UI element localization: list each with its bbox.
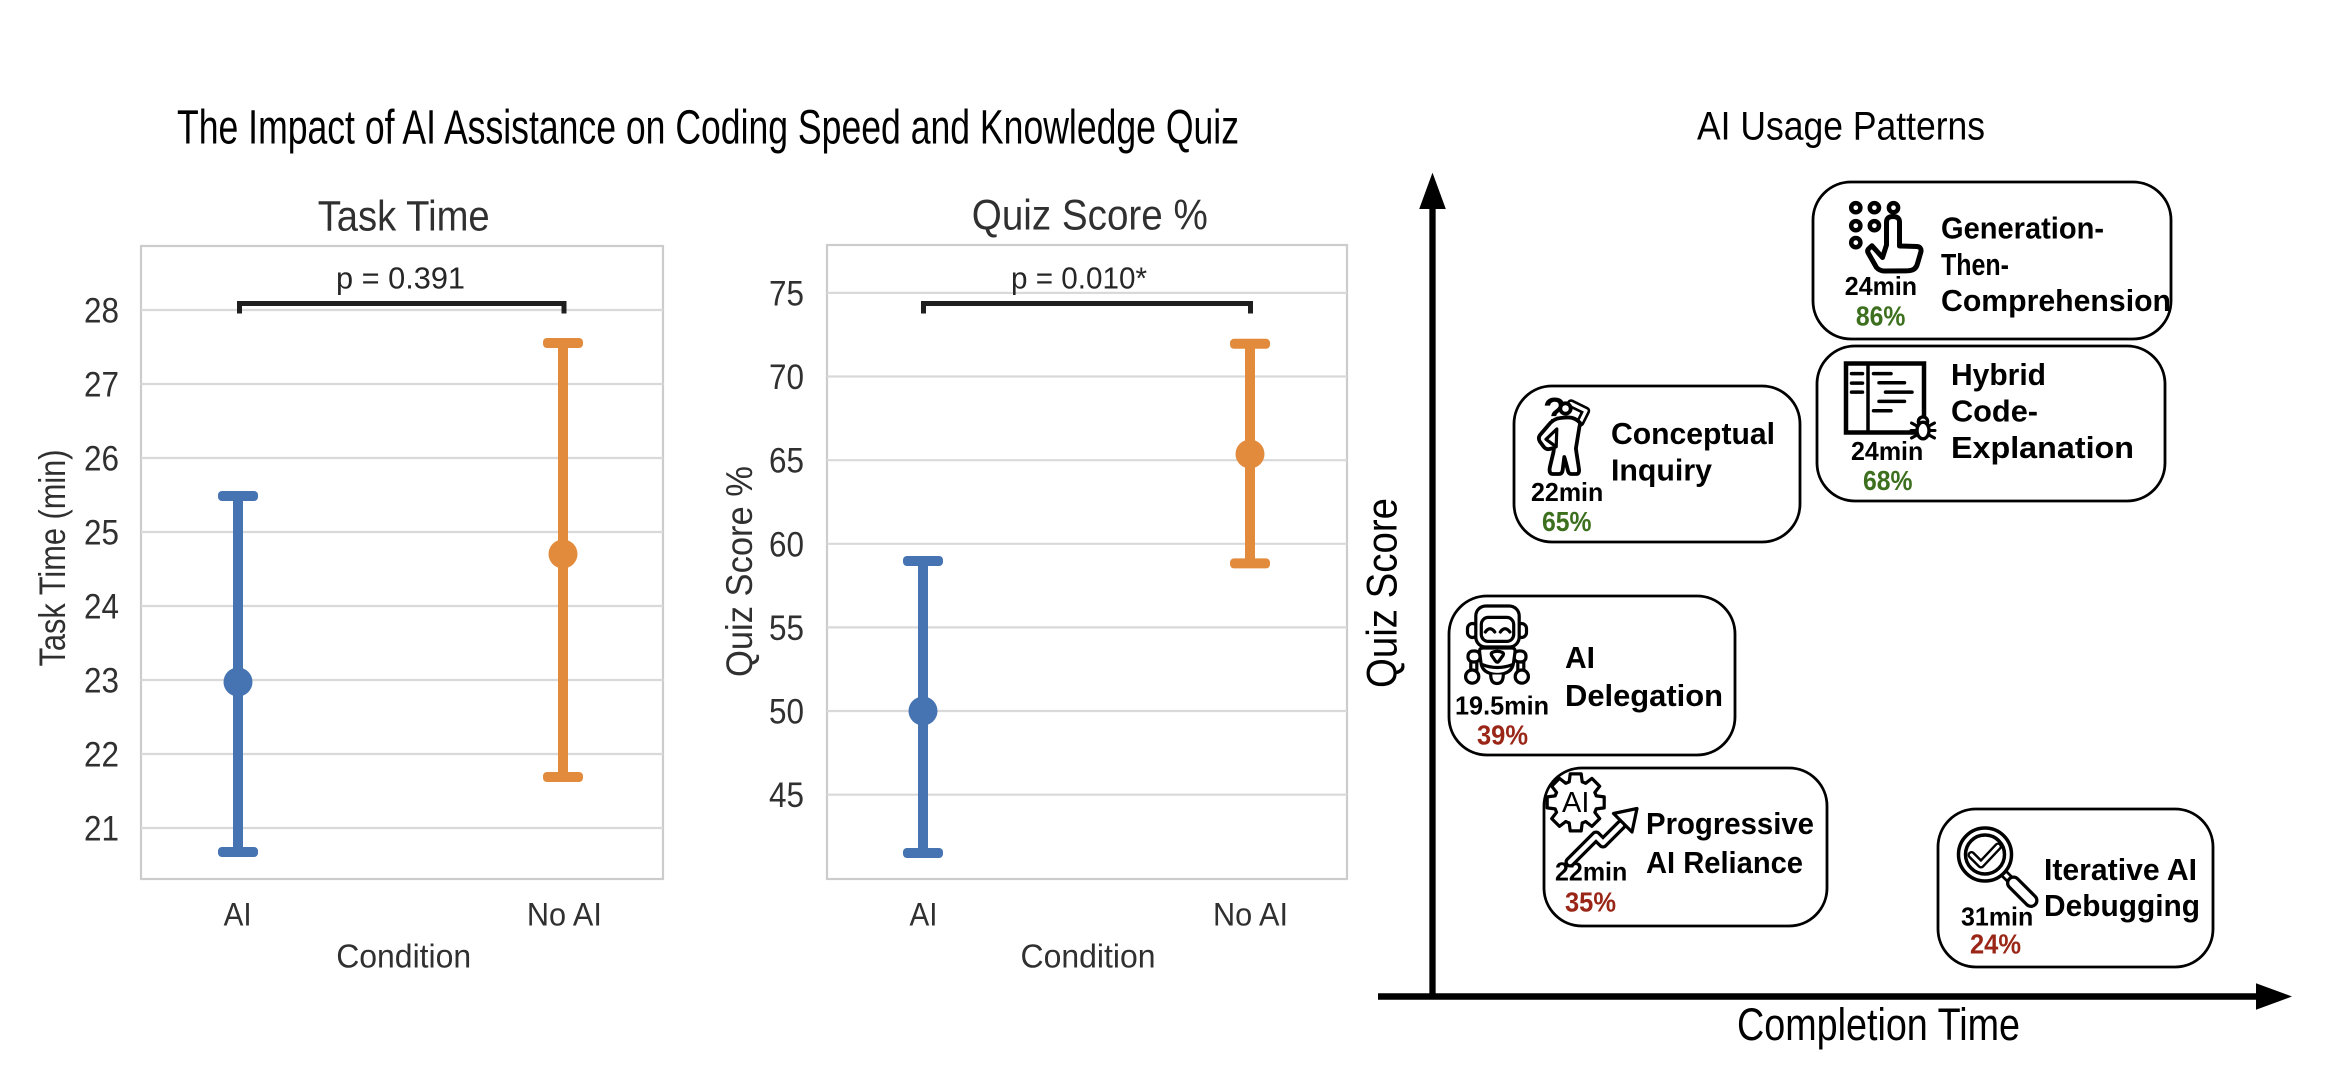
svg-text:35%: 35% — [1565, 887, 1616, 918]
svg-text:Progressive: Progressive — [1646, 806, 1814, 841]
svg-text:AI: AI — [910, 897, 938, 933]
svg-text:No AI: No AI — [1213, 897, 1288, 933]
svg-text:24min: 24min — [1845, 271, 1917, 301]
svg-text:31min: 31min — [1961, 902, 2033, 932]
svg-text:50: 50 — [769, 693, 804, 732]
svg-text:Then-: Then- — [1941, 247, 2009, 282]
svg-text:Task Time: Task Time — [318, 193, 490, 241]
svg-text:22: 22 — [84, 736, 119, 775]
svg-text:Iterative AI: Iterative AI — [2044, 852, 2197, 887]
svg-text:70: 70 — [769, 358, 804, 397]
svg-text:Generation-: Generation- — [1941, 211, 2104, 246]
svg-text:24%: 24% — [1970, 929, 2021, 960]
svg-text:Inquiry: Inquiry — [1611, 453, 1713, 488]
svg-text:Task Time (min): Task Time (min) — [32, 450, 73, 667]
svg-text:AI: AI — [224, 897, 252, 933]
svg-text:Quiz Score %: Quiz Score % — [972, 192, 1208, 240]
svg-text:86%: 86% — [1856, 301, 1906, 332]
svg-text:24: 24 — [84, 588, 119, 627]
svg-text:75: 75 — [769, 274, 804, 313]
svg-text:28: 28 — [84, 292, 119, 331]
svg-text:p = 0.010*: p = 0.010* — [1011, 261, 1147, 296]
svg-text:55: 55 — [769, 609, 804, 648]
svg-text:AI: AI — [1565, 640, 1595, 675]
svg-text:Quiz Score: Quiz Score — [1359, 498, 1407, 688]
svg-text:39%: 39% — [1477, 720, 1528, 751]
svg-text:22min: 22min — [1531, 477, 1603, 507]
svg-text:The Impact of AI Assistance on: The Impact of AI Assistance on Coding Sp… — [177, 101, 1239, 154]
svg-text:Explanation: Explanation — [1951, 430, 2134, 465]
svg-text:AI Usage Patterns: AI Usage Patterns — [1697, 104, 1985, 148]
svg-text:Comprehension: Comprehension — [1941, 283, 2171, 318]
svg-text:Hybrid: Hybrid — [1951, 357, 2046, 392]
svg-text:No AI: No AI — [527, 897, 602, 933]
svg-text:AI: AI — [1562, 787, 1589, 819]
svg-text:19.5min: 19.5min — [1455, 691, 1549, 721]
svg-text:Quiz Score %: Quiz Score % — [719, 466, 760, 677]
svg-text:26: 26 — [84, 440, 119, 479]
svg-text:AI Reliance: AI Reliance — [1646, 845, 1803, 880]
svg-text:Conceptual: Conceptual — [1611, 416, 1775, 451]
svg-text:Completion Time: Completion Time — [1737, 999, 2020, 1050]
svg-text:Debugging: Debugging — [2044, 888, 2200, 923]
svg-text:68%: 68% — [1863, 465, 1913, 496]
svg-text:60: 60 — [769, 525, 804, 564]
svg-text:65: 65 — [769, 442, 804, 481]
svg-text:Delegation: Delegation — [1565, 678, 1723, 713]
svg-text:65%: 65% — [1542, 506, 1592, 537]
svg-text:45: 45 — [769, 776, 804, 815]
svg-text:Condition: Condition — [1021, 938, 1156, 975]
svg-text:25: 25 — [84, 514, 119, 553]
svg-text:24min: 24min — [1851, 436, 1923, 466]
svg-text:27: 27 — [84, 366, 119, 405]
svg-text:p = 0.391: p = 0.391 — [336, 261, 465, 296]
svg-text:Condition: Condition — [336, 938, 471, 975]
svg-text:21: 21 — [84, 810, 119, 849]
svg-text:23: 23 — [84, 662, 119, 701]
svg-text:Code-: Code- — [1951, 394, 2038, 429]
